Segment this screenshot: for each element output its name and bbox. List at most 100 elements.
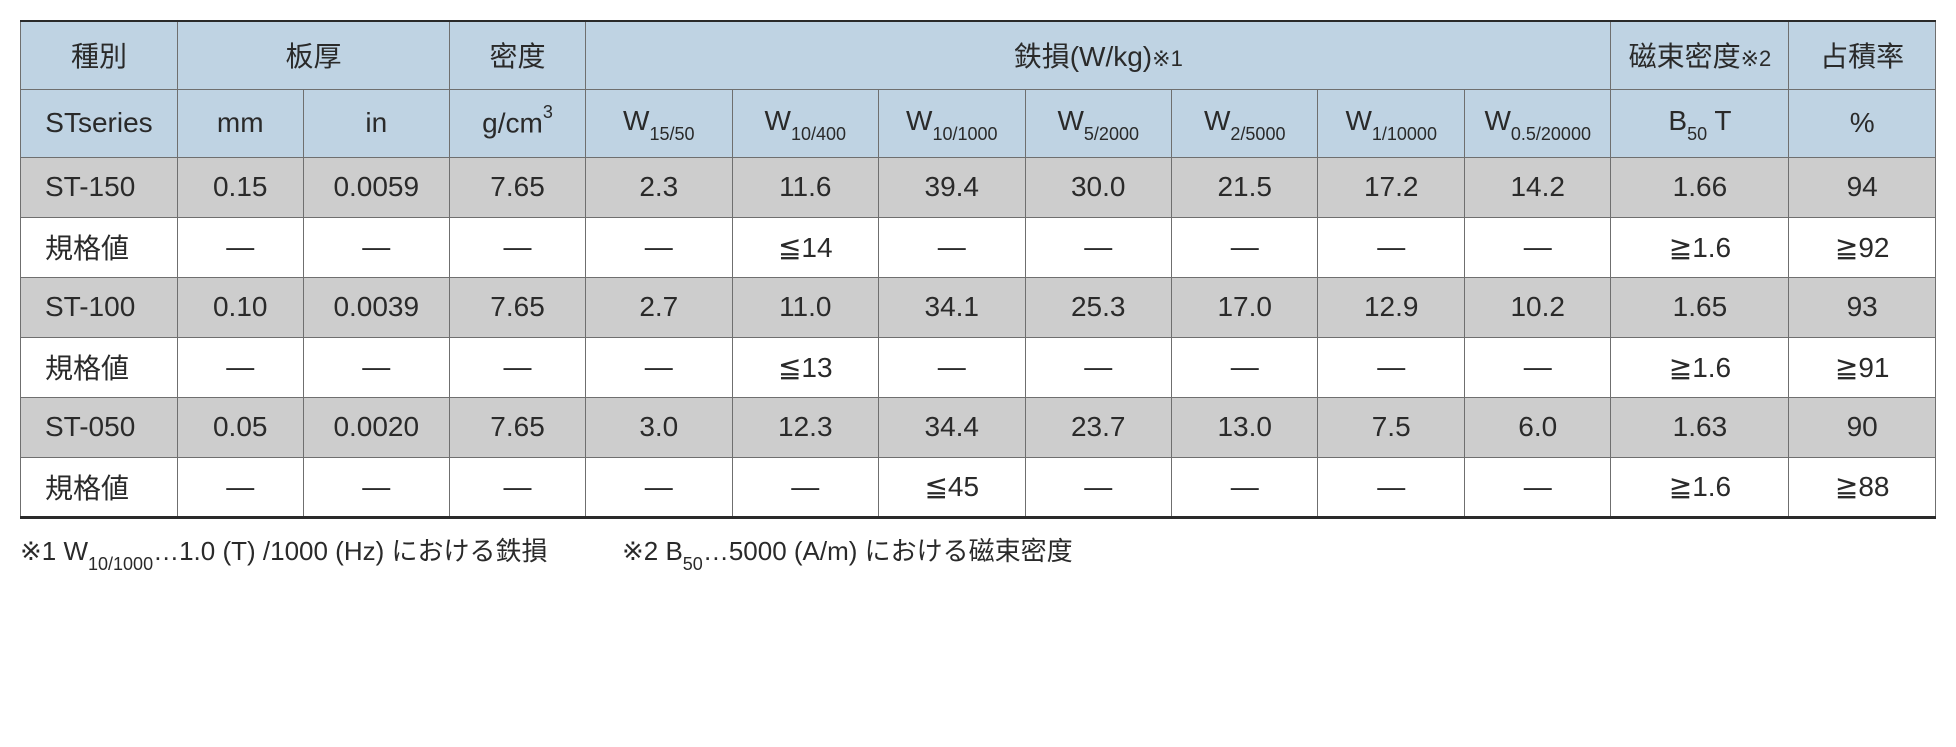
cell: 34.1 (879, 277, 1025, 337)
cell: — (450, 337, 586, 397)
header-row-1: 種別 板厚 密度 鉄損(W/kg)※1 磁束密度※2 占積率 (21, 21, 1936, 89)
cell: 10.2 (1464, 277, 1611, 337)
cell: — (303, 217, 450, 277)
cell: — (303, 457, 450, 517)
cell: 7.65 (450, 277, 586, 337)
cell: — (450, 457, 586, 517)
cell: ≦45 (879, 457, 1025, 517)
cell: — (1025, 217, 1171, 277)
cell: ≦14 (732, 217, 878, 277)
cell: ≧1.6 (1611, 217, 1789, 277)
hdr-w-6: W0.5/20000 (1464, 89, 1611, 157)
cell: — (1171, 457, 1317, 517)
cell: — (1025, 337, 1171, 397)
hdr-flux: 磁束密度※2 (1611, 21, 1789, 89)
cell: 7.5 (1318, 397, 1464, 457)
spec-table: 種別 板厚 密度 鉄損(W/kg)※1 磁束密度※2 占積率 STseries … (20, 20, 1936, 519)
cell: ST-150 (21, 157, 178, 217)
cell: 11.0 (732, 277, 878, 337)
cell: 34.4 (879, 397, 1025, 457)
hdr-type: 種別 (21, 21, 178, 89)
cell: — (586, 457, 732, 517)
cell: 規格値 (21, 457, 178, 517)
hdr-w-5: W1/10000 (1318, 89, 1464, 157)
cell: 90 (1789, 397, 1936, 457)
table-row: 規格値————≦14—————≧1.6≧92 (21, 217, 1936, 277)
cell: 17.0 (1171, 277, 1317, 337)
header-row-2: STseries mm in g/cm3 W15/50 W10/400 W10/… (21, 89, 1936, 157)
cell: ≧91 (1789, 337, 1936, 397)
cell: 25.3 (1025, 277, 1171, 337)
hdr-w-4: W2/5000 (1171, 89, 1317, 157)
hdr-fill: 占積率 (1789, 21, 1936, 89)
footnotes: ※1 W10/1000…1.0 (T) /1000 (Hz) における鉄損 ※2… (20, 531, 1936, 571)
hdr-w-1: W10/400 (732, 89, 878, 157)
cell: 0.10 (177, 277, 303, 337)
cell: ≧1.6 (1611, 337, 1789, 397)
cell: — (586, 217, 732, 277)
cell: — (1464, 337, 1611, 397)
cell: 94 (1789, 157, 1936, 217)
cell: ≦13 (732, 337, 878, 397)
cell: 21.5 (1171, 157, 1317, 217)
cell: 14.2 (1464, 157, 1611, 217)
cell: ≧88 (1789, 457, 1936, 517)
cell: 93 (1789, 277, 1936, 337)
cell: 7.65 (450, 397, 586, 457)
hdr-w-3: W5/2000 (1025, 89, 1171, 157)
cell: ST-100 (21, 277, 178, 337)
hdr-density-unit: g/cm3 (450, 89, 586, 157)
cell: — (177, 217, 303, 277)
cell: — (879, 337, 1025, 397)
cell: 2.3 (586, 157, 732, 217)
hdr-w-0: W15/50 (586, 89, 732, 157)
table-row: ST-1000.100.00397.652.711.034.125.317.01… (21, 277, 1936, 337)
hdr-flux-unit: B50 T (1611, 89, 1789, 157)
cell: — (1318, 457, 1464, 517)
cell: 17.2 (1318, 157, 1464, 217)
table-row: ST-1500.150.00597.652.311.639.430.021.51… (21, 157, 1936, 217)
hdr-mm: mm (177, 89, 303, 157)
cell: 1.63 (1611, 397, 1789, 457)
cell: — (1171, 337, 1317, 397)
cell: — (1025, 457, 1171, 517)
hdr-ironloss: 鉄損(W/kg)※1 (586, 21, 1611, 89)
table-row: 規格値————≦13—————≧1.6≧91 (21, 337, 1936, 397)
table-row: ST-0500.050.00207.653.012.334.423.713.07… (21, 397, 1936, 457)
cell: 0.0020 (303, 397, 450, 457)
cell: 1.65 (1611, 277, 1789, 337)
cell: — (1464, 457, 1611, 517)
cell: 11.6 (732, 157, 878, 217)
cell: ≧1.6 (1611, 457, 1789, 517)
cell: — (303, 337, 450, 397)
cell: — (1171, 217, 1317, 277)
cell: 12.9 (1318, 277, 1464, 337)
cell: 12.3 (732, 397, 878, 457)
cell: ST-050 (21, 397, 178, 457)
cell: — (177, 457, 303, 517)
cell: 2.7 (586, 277, 732, 337)
cell: 3.0 (586, 397, 732, 457)
cell: ≧92 (1789, 217, 1936, 277)
hdr-fill-unit: % (1789, 89, 1936, 157)
cell: — (1318, 217, 1464, 277)
hdr-thickness: 板厚 (177, 21, 449, 89)
cell: 39.4 (879, 157, 1025, 217)
cell: — (732, 457, 878, 517)
hdr-w-2: W10/1000 (879, 89, 1025, 157)
hdr-density: 密度 (450, 21, 586, 89)
cell: 0.0039 (303, 277, 450, 337)
cell: 7.65 (450, 157, 586, 217)
hdr-series: STseries (21, 89, 178, 157)
table-row: 規格値—————≦45————≧1.6≧88 (21, 457, 1936, 517)
cell: 1.66 (1611, 157, 1789, 217)
cell: 0.15 (177, 157, 303, 217)
cell: 6.0 (1464, 397, 1611, 457)
cell: 30.0 (1025, 157, 1171, 217)
cell: 0.0059 (303, 157, 450, 217)
cell: 規格値 (21, 217, 178, 277)
cell: 23.7 (1025, 397, 1171, 457)
cell: — (1318, 337, 1464, 397)
cell: — (586, 337, 732, 397)
cell: — (1464, 217, 1611, 277)
